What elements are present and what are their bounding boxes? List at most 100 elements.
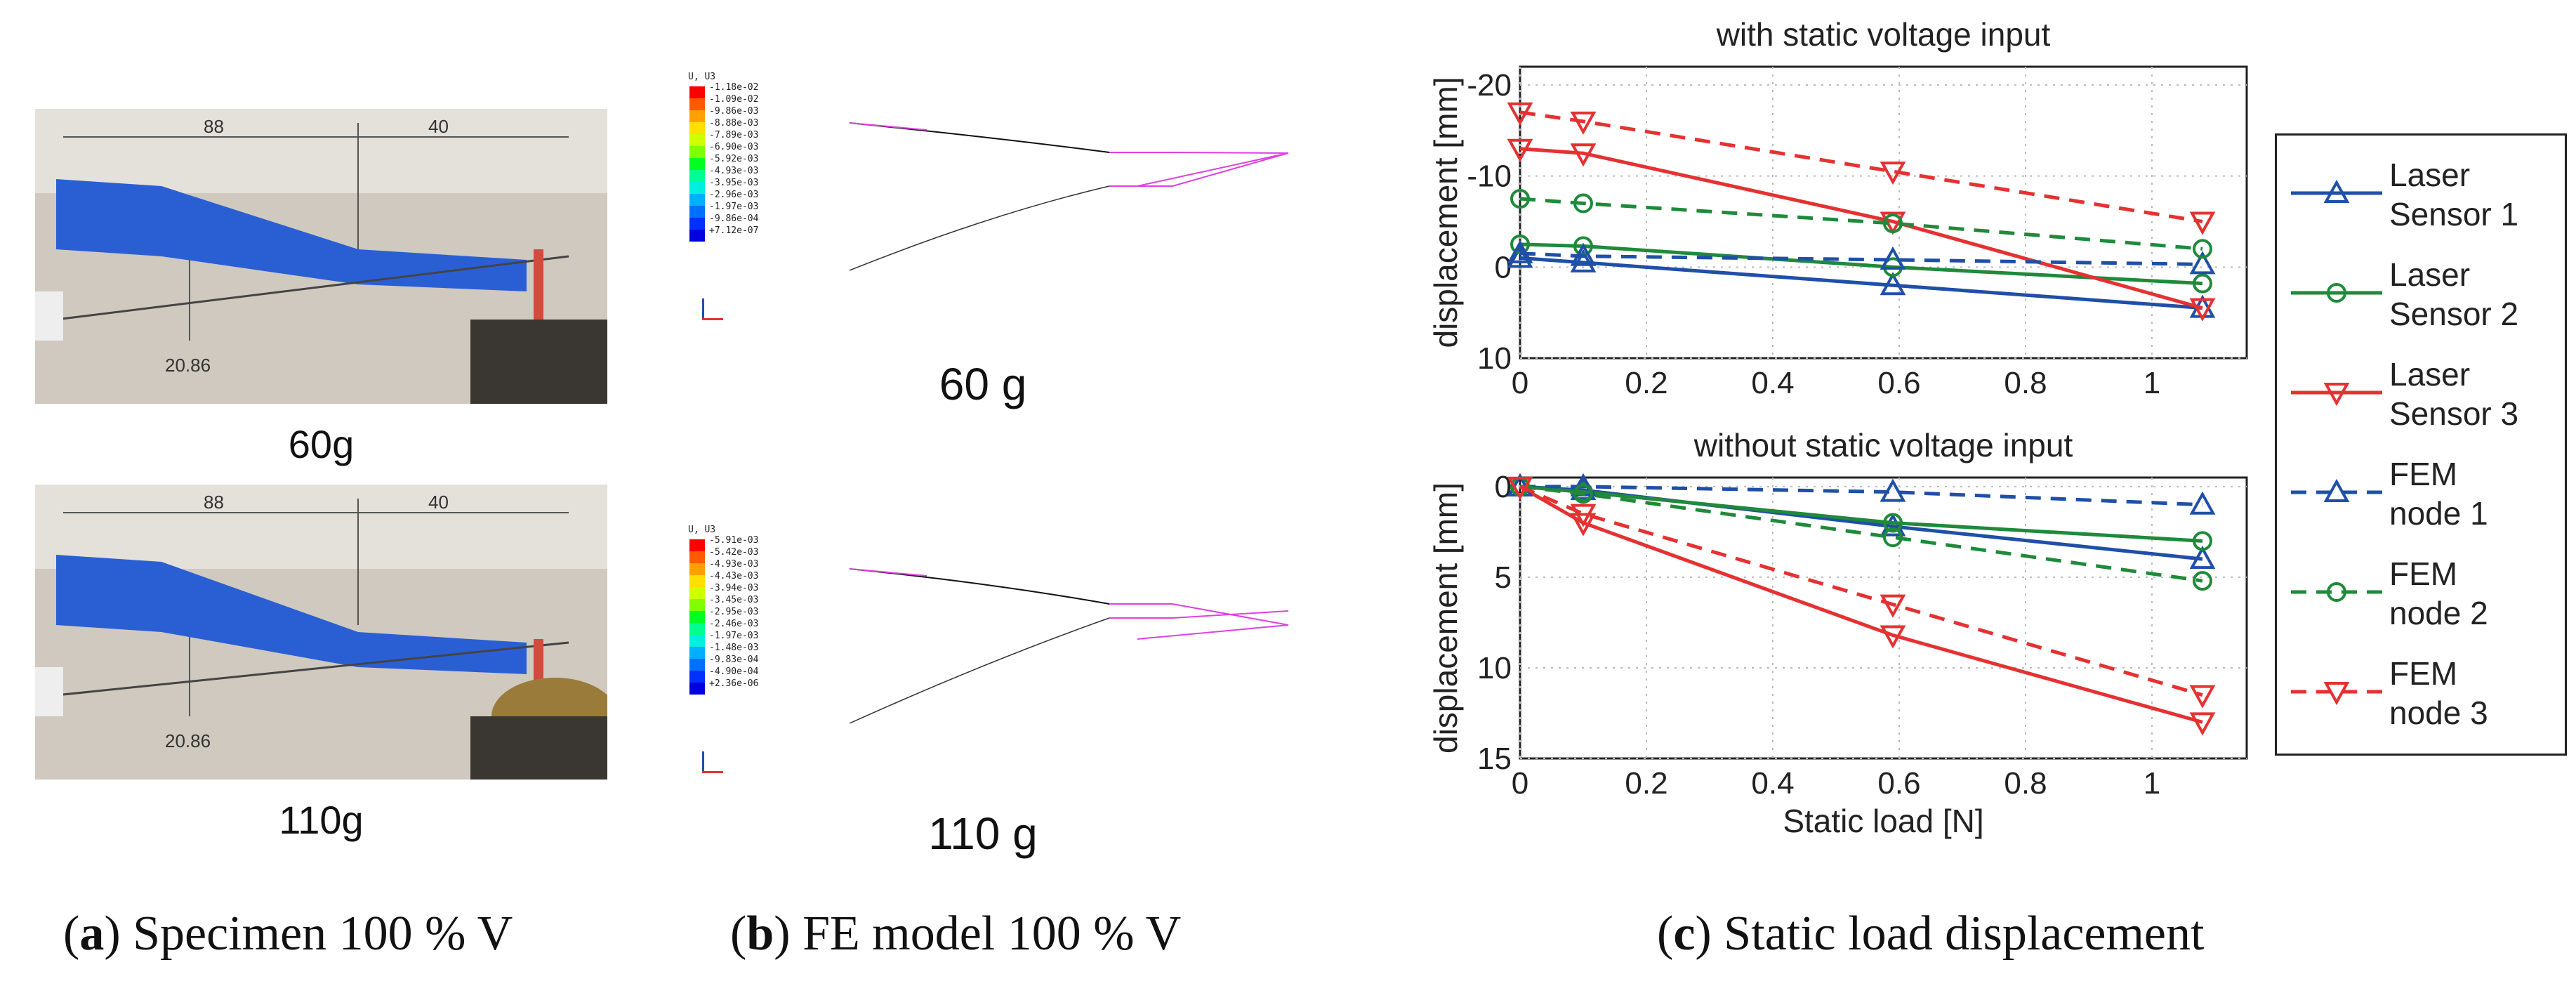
colorbar-value: -2.95e-03	[709, 607, 758, 617]
data-point	[1570, 513, 1597, 537]
series-fem-node-3	[1507, 102, 2216, 235]
y-tick-label: 10	[1477, 651, 1512, 685]
chart-with-voltage: with static voltage input 0 0.2 0.4 0.6 0.8 1 -…	[1427, 16, 2248, 400]
dim-label-88: 88	[204, 492, 224, 513]
data-point	[2189, 491, 2216, 515]
y-axis-label: displacement [mm]	[1427, 77, 1464, 348]
colorbar-value: -5.91e-03	[709, 535, 758, 546]
chart-title: without static voltage input	[1693, 427, 2073, 463]
colorbar-swatch	[689, 563, 705, 575]
colorbar-value: +2.36e-06	[709, 678, 758, 689]
legend-item: FEM node 3	[2277, 648, 2565, 739]
data-point	[1880, 594, 1906, 618]
data-point	[2323, 383, 2350, 407]
caption-letter: b	[746, 907, 774, 961]
fem-model-60g: U, U3 -1.18e-02-1.09e-02-9.86e-03-8.88e-…	[688, 72, 1289, 320]
data-point	[2327, 582, 2346, 602]
colorbar-value: -4.90e-04	[709, 666, 759, 677]
panel-c: with static voltage input 0 0.2 0.4 0.6 0.8 1 -…	[1390, 0, 2576, 993]
legend-label-line2: node 3	[2389, 695, 2488, 731]
dim-label-40: 40	[428, 116, 449, 137]
x-tick-label: 0.2	[1625, 366, 1667, 400]
dim-label-40: 40	[428, 492, 449, 513]
colorbar-swatch	[689, 98, 705, 110]
x-axis-label: Static load [N]	[1783, 803, 1983, 839]
colorbar-value: -7.89e-03	[709, 130, 758, 140]
data-point	[2189, 685, 2216, 709]
series-fem-node-1	[1507, 239, 2216, 275]
photo-label-60g: 60g	[288, 422, 355, 466]
data-point	[1880, 478, 1906, 502]
fem-legend-title: U, U3	[688, 525, 715, 535]
colorbar-value: -3.45e-03	[709, 595, 758, 605]
legend-label-line1: FEM	[2389, 456, 2458, 492]
colorbar-swatch	[689, 587, 705, 599]
series-line	[1519, 251, 2203, 266]
caption-text: Static load displacement	[1724, 907, 2205, 961]
data-point	[1507, 102, 1533, 126]
colorbar-swatch	[689, 146, 705, 158]
legend-label-line2: Sensor 1	[2389, 196, 2519, 232]
y-axis-label: displacement [mm]	[1427, 482, 1464, 754]
plot-frame	[1519, 476, 2248, 760]
data-point	[1573, 193, 1593, 213]
data-point	[2189, 546, 2216, 570]
colorbar-value: -5.92e-03	[709, 154, 758, 164]
data-point	[1573, 484, 1593, 504]
legend-label-line2: node 2	[2389, 595, 2488, 631]
series-fem-node-3	[1507, 476, 2216, 709]
data-point	[1880, 513, 1906, 537]
x-tick-label: 0.4	[1751, 766, 1794, 801]
data-point	[1880, 246, 1906, 270]
colorbar-swatch	[689, 659, 705, 671]
colorbar-swatch	[689, 110, 705, 122]
legend-label-line1: Laser	[2389, 157, 2471, 193]
caption-a: (a) Specimen 100 % V	[63, 907, 513, 961]
colorbar-value: -4.93e-03	[709, 166, 758, 176]
colorbar-value: -2.46e-03	[709, 619, 758, 629]
colorbar-swatch	[689, 218, 705, 230]
colorbar-swatch	[689, 539, 705, 551]
series-line	[1519, 485, 2203, 724]
series-laser-sensor-2	[1510, 234, 2212, 294]
series-line	[1519, 110, 2203, 223]
colorbar-swatch	[689, 170, 705, 182]
data-point	[2193, 239, 2212, 259]
colorbar-value: -9.86e-03	[709, 106, 758, 117]
data-point	[1507, 239, 1533, 263]
data-point	[1507, 244, 1533, 268]
x-tick-label: 0.4	[1751, 366, 1794, 400]
colorbar-swatch	[689, 611, 705, 623]
series-line	[1519, 485, 2203, 697]
colorbar-swatch	[689, 230, 705, 242]
x-tick-label: 0	[1512, 766, 1528, 801]
dim-label-side: 20.86	[165, 355, 211, 376]
colorbar-value: -1.97e-03	[709, 631, 758, 641]
data-point	[1570, 143, 1597, 167]
legend-item: Laser Sensor 3	[2277, 349, 2565, 440]
dim-label-88: 88	[204, 116, 224, 137]
x-tick-label: 0.2	[1625, 766, 1667, 801]
data-point	[2323, 478, 2350, 502]
data-point	[2189, 211, 2216, 235]
legend-swatch	[2291, 478, 2382, 502]
colorbar-value: -3.95e-03	[709, 178, 758, 188]
caption-b: (b) FE model 100 % V	[730, 907, 1182, 961]
y-tick-label: 15	[1477, 742, 1512, 776]
series-laser-sensor-2	[1510, 476, 2212, 551]
legend-swatch	[2291, 179, 2382, 203]
caption-text: FE model 100 % V	[802, 907, 1182, 961]
colorbar-value: -9.86e-04	[709, 213, 759, 224]
y-tick-label: -20	[1467, 68, 1512, 103]
chart-without-voltage: without static voltage input 0 0.2 0.4 0.6 0.…	[1427, 427, 2248, 839]
colorbar-swatch	[689, 671, 705, 683]
colorbar-swatch	[689, 647, 705, 659]
legend-label-line1: Laser	[2389, 256, 2471, 293]
colorbar-value: -6.90e-03	[709, 142, 758, 152]
data-point	[2193, 531, 2212, 551]
y-tick-label: 0	[1495, 470, 1512, 504]
fem-label-60g: 60 g	[939, 359, 1027, 409]
legend-label-line1: FEM	[2389, 655, 2458, 692]
x-tick-label: 0.8	[2004, 366, 2047, 400]
